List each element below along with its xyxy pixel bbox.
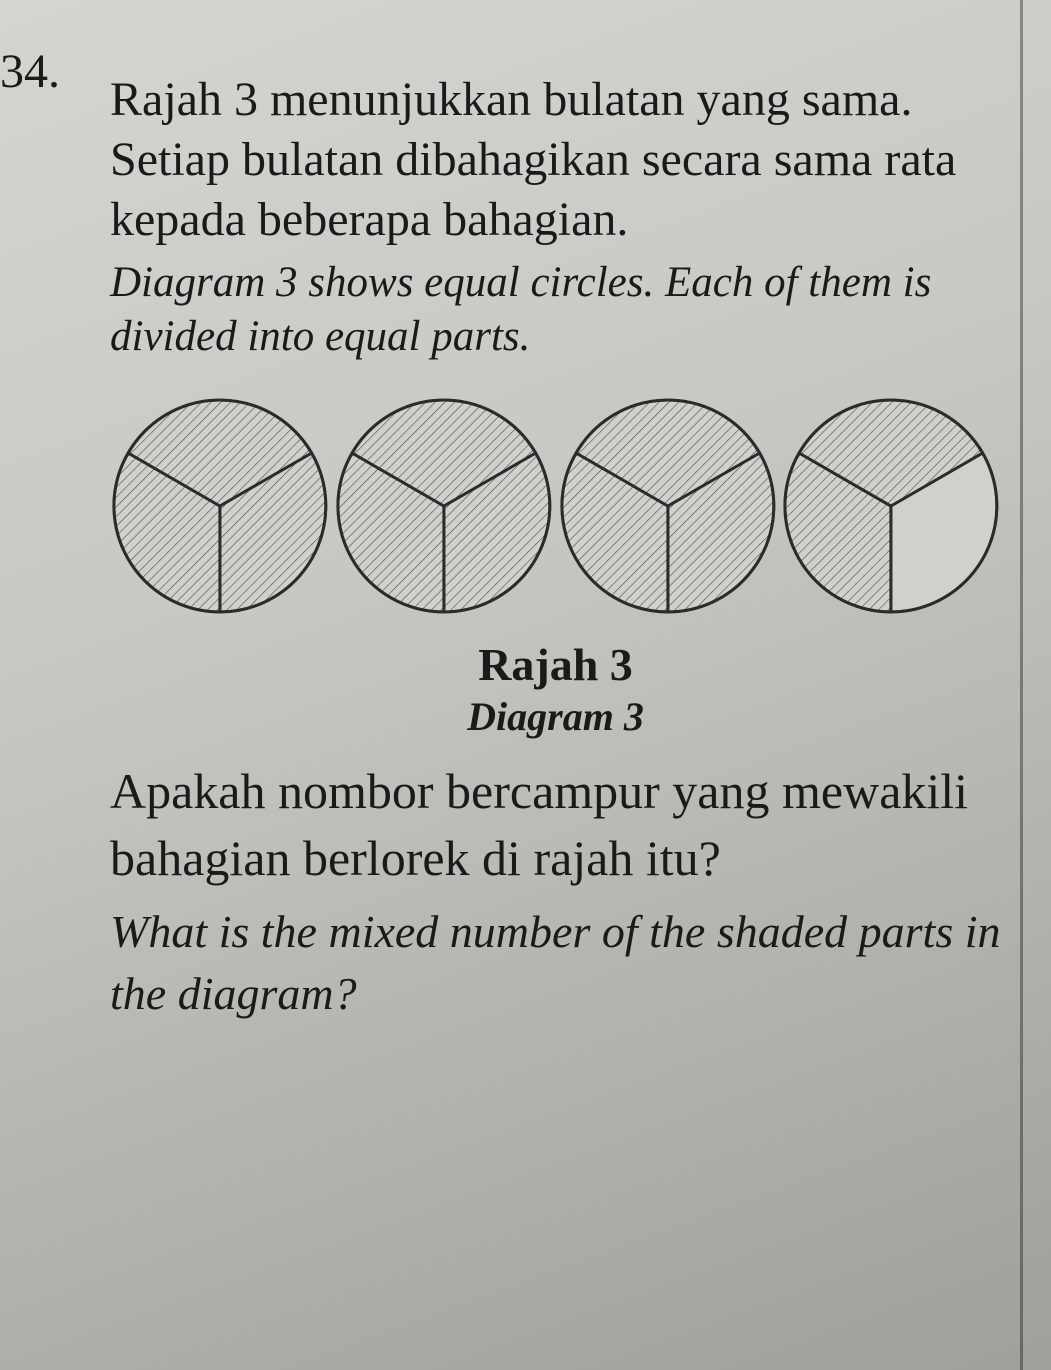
pie-circle	[334, 394, 554, 618]
pie-circle	[110, 394, 330, 618]
prompt-bm: Rajah 3 menunjukkan bulatan yang sama. S…	[110, 70, 1001, 250]
pie-circle	[781, 394, 1001, 618]
page: 34. Rajah 3 menunjukkan bulatan yang sam…	[0, 0, 1051, 1370]
pie-circle	[558, 394, 778, 618]
diagram-caption: Rajah 3 Diagram 3	[110, 638, 1001, 740]
caption-bm: Rajah 3	[110, 638, 1001, 691]
question-en: What is the mixed number of the shaded p…	[110, 901, 1001, 1025]
diagram-row	[110, 394, 1001, 618]
question-content: Rajah 3 menunjukkan bulatan yang sama. S…	[110, 30, 1001, 1025]
question-number: 34.	[0, 44, 60, 99]
question-bm: Apakah nombor bercampur yang mewakili ba…	[110, 758, 1001, 893]
prompt-en: Diagram 3 shows equal circles. Each of t…	[110, 256, 1001, 364]
page-border-right	[1020, 0, 1023, 1370]
caption-en: Diagram 3	[110, 693, 1001, 740]
